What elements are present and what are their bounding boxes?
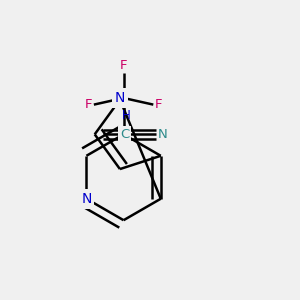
- Text: N: N: [158, 128, 167, 141]
- Text: F: F: [120, 58, 127, 72]
- Text: N: N: [115, 91, 125, 105]
- Text: F: F: [85, 98, 92, 111]
- Text: N: N: [81, 192, 92, 206]
- Text: C: C: [120, 128, 129, 141]
- Text: F: F: [155, 98, 163, 111]
- Text: H: H: [122, 109, 130, 122]
